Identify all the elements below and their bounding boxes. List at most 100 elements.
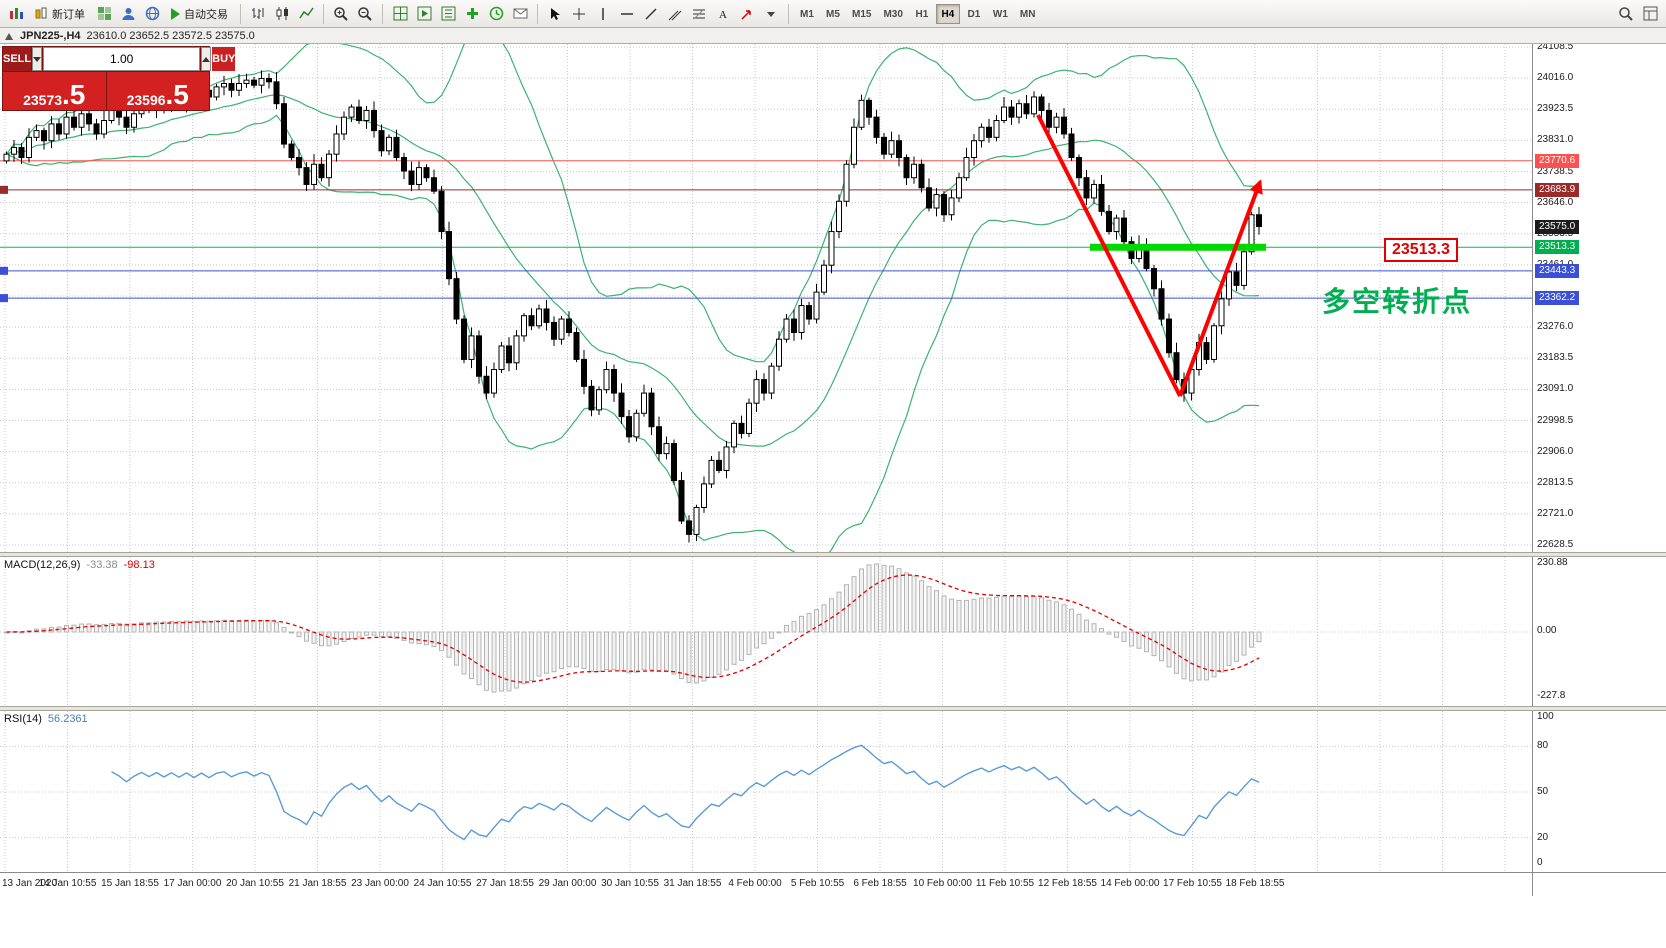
price-tick: 23183.5 (1537, 352, 1574, 364)
bollinger-lower (6, 114, 1260, 552)
macd-panel[interactable]: MACD(12,26,9) -33.38 -98.13 (0, 557, 1532, 706)
text-tool-icon[interactable]: A (711, 3, 735, 25)
rsi-panel[interactable]: RSI(14) 56.2361 (0, 711, 1532, 872)
bollinger-upper (6, 44, 1260, 363)
price-tick: 22813.5 (1537, 476, 1574, 488)
timeframe-M5[interactable]: M5 (826, 8, 840, 20)
cursor-icon[interactable] (543, 3, 567, 25)
turning-point-annotation[interactable]: 多空转折点 (1322, 286, 1473, 317)
time-label: 12 Feb 18:55 (1038, 878, 1097, 889)
chart-title-strip: JPN225-,H4 23610.0 23652.5 23572.5 23575… (0, 28, 1666, 44)
macd-signal-line (6, 574, 1260, 683)
time-label: 21 Jan 18:55 (288, 878, 347, 889)
rsi-scale-tick: 80 (1537, 740, 1549, 752)
price-tick: 23738.5 (1537, 165, 1574, 177)
chart-window-icon[interactable] (4, 31, 14, 41)
time-label: 15 Jan 18:55 (101, 878, 159, 889)
trend-arrow-up[interactable] (1178, 179, 1263, 397)
support-level-price-label[interactable]: 23513.3 (1384, 238, 1458, 262)
price-tick: 23923.5 (1537, 103, 1574, 115)
candlestick-chart-type-icon[interactable] (270, 3, 294, 25)
fibonacci-tool-icon[interactable] (687, 3, 711, 25)
zoom-in-icon[interactable] (329, 3, 353, 25)
time-axis[interactable]: 13 Jan 2020 14 Jan 10:55 15 Jan 18:55 17 Ja… (0, 872, 1532, 896)
arrows-tool-icon[interactable] (735, 3, 759, 25)
shapes-dropdown-icon[interactable] (759, 3, 783, 25)
volume-input[interactable] (43, 47, 201, 71)
macd-scale-tick: 230.88 (1537, 557, 1568, 568)
bollinger-middle (6, 93, 1260, 447)
trendline-tool-icon[interactable] (639, 3, 663, 25)
price-tick: 22721.0 (1537, 507, 1574, 519)
candles (3, 70, 1262, 543)
charts-group-icon[interactable] (92, 3, 116, 25)
time-label: 11 Feb 10:55 (975, 878, 1035, 889)
line-anchor-marker (0, 266, 8, 275)
timeframe-M1[interactable]: M1 (800, 8, 814, 20)
price-tick: 24108.5 (1537, 44, 1574, 52)
buy-price-pips: .5 (165, 79, 189, 110)
toolbar-separator (323, 3, 324, 24)
timeframe-H1[interactable]: H1 (915, 8, 929, 20)
price-badge-23575.0: 23575.0 (1535, 219, 1580, 234)
toolbar-separator (788, 3, 789, 24)
line-chart-type-icon[interactable] (294, 3, 318, 25)
app-icon (4, 3, 28, 25)
panel-splitter[interactable] (0, 706, 1666, 711)
crosshair-icon[interactable] (567, 3, 591, 25)
buy-price[interactable]: 23596.5 (106, 72, 209, 110)
price-tick: 22998.5 (1537, 414, 1574, 426)
time-label: 14 Jan 10:55 (38, 878, 97, 889)
profile-icon[interactable] (116, 3, 140, 25)
tile-windows-icon[interactable] (388, 3, 412, 25)
timeframe-H4[interactable]: H4 (935, 3, 960, 24)
price-axis[interactable]: 24108.5 24016.0 23923.5 23831.0 23738.5 23646… (1532, 44, 1666, 552)
time-label: 30 Jan 10:55 (601, 878, 659, 889)
rsi-name: RSI(14) (4, 713, 42, 725)
layout-icon[interactable] (1638, 3, 1662, 25)
price-chart-area[interactable]: SELL BUY 23573.5 23596.5 23513.3 多空转折点 (0, 44, 1532, 552)
timeframe-M30[interactable]: M30 (883, 8, 903, 20)
bar-chart-type-icon[interactable] (246, 3, 270, 25)
price-chart[interactable] (0, 44, 1532, 552)
time-label: 27 Jan 18:55 (476, 878, 534, 889)
macd-axis: 230.88 0.00 -227.8 (1532, 557, 1666, 706)
channel-tool-icon[interactable] (663, 3, 687, 25)
auto-trading-button[interactable]: 自动交易 (164, 3, 235, 25)
volume-increase-button[interactable] (201, 47, 212, 71)
macd-chart[interactable] (0, 557, 1532, 706)
timeframe-W1[interactable]: W1 (992, 8, 1008, 20)
new-order-button[interactable]: 新订单 (28, 3, 92, 25)
zoom-out-icon[interactable] (353, 3, 377, 25)
search-icon[interactable] (1614, 3, 1638, 25)
community-icon[interactable] (140, 3, 164, 25)
rsi-chart[interactable] (0, 711, 1532, 872)
rsi-value: 56.2361 (47, 713, 88, 725)
price-tick: 23646.0 (1537, 196, 1574, 208)
macd-label: MACD(12,26,9) -33.38 -98.13 (4, 559, 155, 571)
indicators-icon[interactable] (460, 3, 484, 25)
horizontal-line-tool-icon[interactable] (615, 3, 639, 25)
trend-arrow-down[interactable] (1036, 114, 1182, 397)
chart-shift-icon[interactable] (436, 3, 460, 25)
sell-button[interactable]: SELL (3, 47, 32, 71)
timeframe-M15[interactable]: M15 (852, 8, 872, 20)
buy-button[interactable]: BUY (212, 47, 236, 71)
price-tick: 22628.5 (1537, 539, 1574, 550)
price-badge-23513.3: 23513.3 (1535, 240, 1580, 255)
templates-icon[interactable] (508, 3, 532, 25)
sell-price-pips: .5 (62, 79, 86, 110)
panel-splitter[interactable] (0, 552, 1666, 557)
auto-arrange-icon[interactable] (412, 3, 436, 25)
timeframe-MN[interactable]: MN (1019, 8, 1036, 20)
autotrade-play-icon (171, 7, 180, 20)
vertical-line-tool-icon[interactable] (591, 3, 615, 25)
sell-price[interactable]: 23573.5 (3, 72, 106, 110)
macd-value-signal: -98.13 (123, 559, 155, 571)
price-tick: 23091.0 (1537, 383, 1574, 395)
volume-decrease-button[interactable] (32, 47, 43, 71)
buy-price-main: 23596 (126, 92, 166, 108)
price-tick: 22906.0 (1537, 445, 1574, 457)
timeframe-D1[interactable]: D1 (967, 8, 981, 20)
periods-icon[interactable] (484, 3, 508, 25)
